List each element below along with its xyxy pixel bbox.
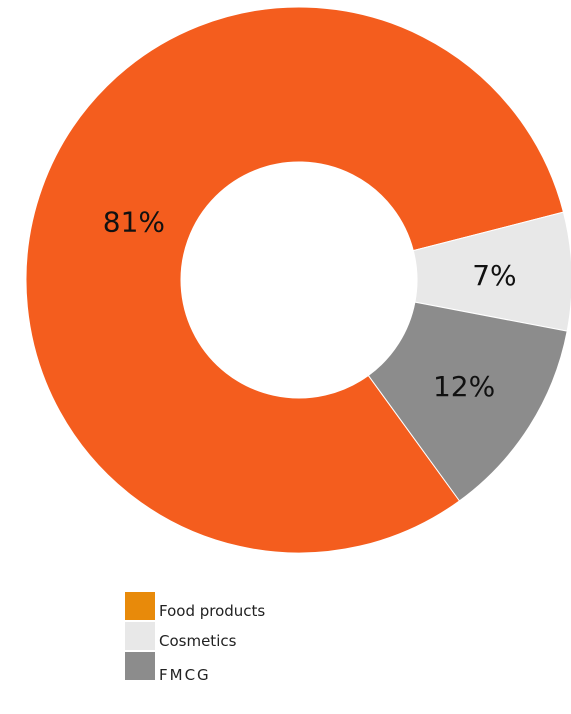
legend-label-cosmetics: Cosmetics xyxy=(159,632,237,650)
legend-label-fmcg: FMCG xyxy=(159,666,211,684)
slice-fmcg xyxy=(367,301,568,502)
slice-label-cosmetics: 7% xyxy=(472,259,516,292)
legend-label-food-products: Food products xyxy=(159,602,266,620)
legend-swatch-food-products xyxy=(125,592,155,620)
slice-label-food-products: 81% xyxy=(103,206,165,239)
legend-swatch-fmcg xyxy=(125,652,155,680)
slice-label-fmcg: 12% xyxy=(433,370,495,403)
slice-food-products xyxy=(25,6,565,554)
legend-swatch-cosmetics xyxy=(125,622,155,650)
